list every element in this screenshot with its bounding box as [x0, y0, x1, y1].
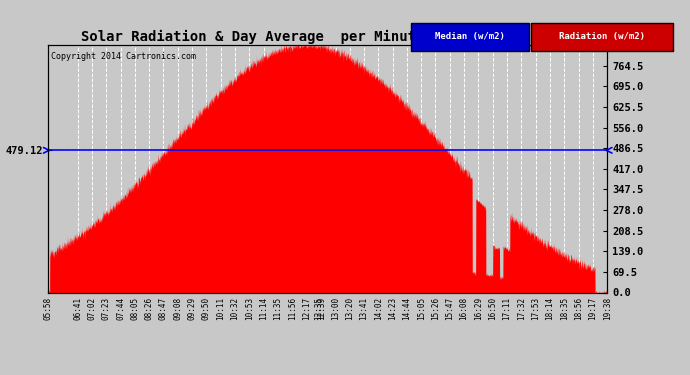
Title: Solar Radiation & Day Average  per Minute  Thu Aug 14 19:52: Solar Radiation & Day Average per Minute… [81, 30, 575, 44]
Text: Median (w/m2): Median (w/m2) [435, 32, 504, 41]
FancyBboxPatch shape [411, 22, 529, 51]
Text: Copyright 2014 Cartronics.com: Copyright 2014 Cartronics.com [51, 53, 196, 62]
FancyBboxPatch shape [531, 22, 673, 51]
Text: Radiation (w/m2): Radiation (w/m2) [559, 32, 645, 41]
